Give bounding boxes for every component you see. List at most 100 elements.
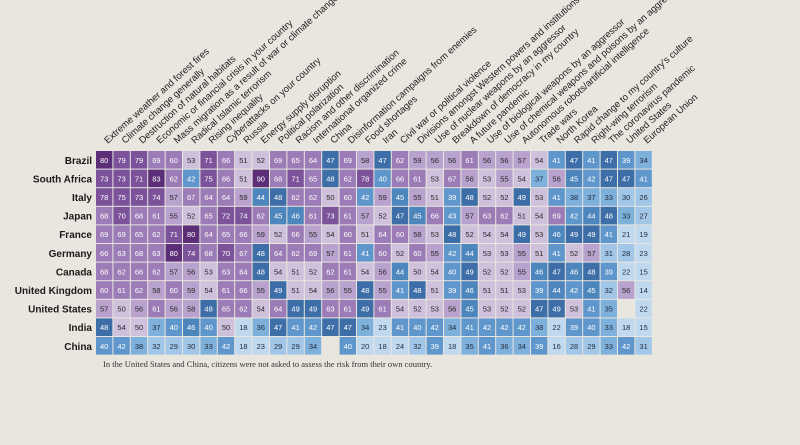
heatmap-cell xyxy=(235,281,252,299)
heatmap-cell xyxy=(565,225,583,243)
heatmap-cell xyxy=(165,318,182,336)
heatmap-cell xyxy=(583,188,600,206)
cell-value-label: 61 xyxy=(152,305,160,314)
heatmap-cell xyxy=(304,262,322,281)
heatmap-cell xyxy=(165,206,182,225)
heatmap-cell xyxy=(165,244,182,262)
cell-value-label: 50 xyxy=(117,305,125,314)
heatmap-cell xyxy=(461,281,478,299)
cell-value-label: 29 xyxy=(291,342,299,351)
heatmap-cell xyxy=(409,299,426,318)
heatmap-cell xyxy=(496,281,513,299)
cell-value-label: 56 xyxy=(465,174,473,183)
heatmap-cell xyxy=(635,206,652,225)
heatmap-cell xyxy=(409,225,426,243)
heatmap-cell xyxy=(339,244,356,262)
heatmap-cell xyxy=(444,225,461,243)
heatmap-cell xyxy=(513,281,530,299)
heatmap-cell xyxy=(304,281,322,299)
cell-value-label: 49 xyxy=(570,230,578,239)
heatmap-cell xyxy=(496,206,513,225)
heatmap-cell xyxy=(252,169,269,188)
cell-value-label: 64 xyxy=(309,156,317,165)
cell-value-label: 74 xyxy=(239,212,247,221)
heatmap-cell xyxy=(531,318,548,336)
cell-value-label: 58 xyxy=(413,230,421,239)
cell-value-label: 73 xyxy=(100,174,108,183)
cell-value-label: 53 xyxy=(500,249,508,258)
cell-value-label: 52 xyxy=(500,267,508,276)
heatmap-cell xyxy=(148,169,165,188)
heatmap-cell xyxy=(270,337,287,355)
cell-value-label: 69 xyxy=(274,156,282,165)
cell-value-label: 54 xyxy=(326,230,334,239)
heatmap-cell xyxy=(461,169,478,188)
heatmap-cell xyxy=(287,337,304,355)
heatmap-cell xyxy=(635,169,652,188)
cell-value-label: 42 xyxy=(518,323,526,332)
cell-value-label: 60 xyxy=(396,230,404,239)
cell-value-label: 15 xyxy=(639,267,647,276)
heatmap-cell xyxy=(548,169,565,188)
heatmap-cell xyxy=(252,244,269,262)
cell-value-label: 65 xyxy=(135,230,143,239)
heatmap-cell xyxy=(148,188,165,206)
cell-value-label: 61 xyxy=(344,305,352,314)
heatmap-cell xyxy=(200,188,217,206)
cell-value-label: 51 xyxy=(535,249,543,258)
cell-value-label: 47 xyxy=(326,323,334,332)
heatmap-cell xyxy=(357,225,374,243)
cell-value-label: 40 xyxy=(413,323,421,332)
row-label-france: France xyxy=(59,230,92,241)
cell-value-label: 64 xyxy=(222,193,230,202)
cell-value-label: 18 xyxy=(378,342,386,351)
cell-value-label: 61 xyxy=(222,286,230,295)
cell-value-label: 65 xyxy=(291,156,299,165)
cell-value-label: 47 xyxy=(535,305,543,314)
heatmap-cell xyxy=(200,151,217,169)
heatmap-cell xyxy=(513,337,530,355)
heatmap-cell xyxy=(252,281,269,299)
heatmap-cell xyxy=(531,206,548,225)
cell-value-label: 44 xyxy=(396,267,404,276)
cell-value-label: 40 xyxy=(587,323,595,332)
heatmap-cell xyxy=(287,244,304,262)
heatmap-cell xyxy=(426,244,443,262)
cell-value-label: 52 xyxy=(309,267,317,276)
cell-value-label: 42 xyxy=(483,323,491,332)
heatmap-cell xyxy=(635,188,652,206)
cell-value-label: 70 xyxy=(117,212,125,221)
heatmap-cell xyxy=(217,244,235,262)
heatmap-cell xyxy=(583,206,600,225)
cell-value-label: 51 xyxy=(361,230,369,239)
heatmap-cell xyxy=(304,337,322,355)
heatmap-cell xyxy=(270,244,287,262)
cell-value-label: 42 xyxy=(309,323,317,332)
cell-value-label: 79 xyxy=(117,156,125,165)
heatmap-cell xyxy=(444,318,461,336)
cell-value-label: 53 xyxy=(570,305,578,314)
cell-value-label: 55 xyxy=(413,193,421,202)
cell-value-label: 40 xyxy=(448,267,456,276)
heatmap-cell xyxy=(461,262,478,281)
row-labels: Brazil South Africa Italy Japan France German… xyxy=(15,156,93,353)
heatmap-cell xyxy=(322,244,339,262)
heatmap-cell xyxy=(113,337,130,355)
heatmap-cell xyxy=(287,206,304,225)
heatmap-cell xyxy=(217,169,235,188)
heatmap-cell xyxy=(217,299,235,318)
cell-value-label: 53 xyxy=(204,267,212,276)
cell-value-label: 51 xyxy=(500,286,508,295)
cell-value-label: 56 xyxy=(448,156,456,165)
heatmap-cell xyxy=(618,151,635,169)
heatmap-cell xyxy=(165,262,182,281)
heatmap-cell xyxy=(618,169,635,188)
heatmap-cell xyxy=(426,225,443,243)
heatmap-cell xyxy=(548,299,565,318)
heatmap-cell xyxy=(565,318,583,336)
cell-value-label: 48 xyxy=(204,305,212,314)
heatmap-cell xyxy=(600,318,617,336)
cell-value-label: 62 xyxy=(500,212,508,221)
heatmap-cell xyxy=(235,169,252,188)
cell-value-label: 34 xyxy=(361,323,369,332)
